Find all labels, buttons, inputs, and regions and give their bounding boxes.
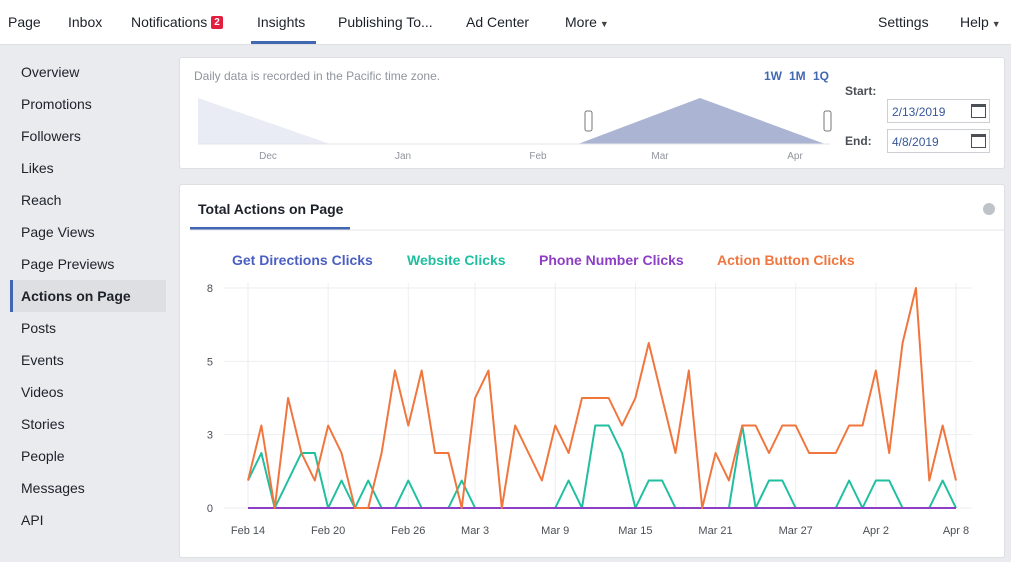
sidebar-item[interactable]: Followers — [21, 128, 81, 144]
x-tick-label: Apr 2 — [863, 525, 889, 537]
x-tick-label: Mar 3 — [461, 525, 489, 537]
date-text: 2/13/2019 — [892, 105, 946, 119]
y-tick-label: 8 — [207, 283, 213, 295]
date-text: 4/8/2019 — [892, 135, 939, 149]
y-tick-label: 5 — [207, 356, 213, 368]
sidebar-item[interactable]: People — [21, 448, 65, 464]
timeline: Dec Jan Feb Mar Apr — [198, 98, 832, 162]
sidebar-item[interactable]: Actions on Page — [21, 288, 131, 304]
range-button[interactable]: 1Q — [813, 69, 830, 83]
sidebar-item[interactable]: Reach — [21, 192, 62, 208]
month-label: Jan — [395, 151, 411, 162]
start-label: Start: — [845, 84, 877, 98]
x-tick-label: Feb 14 — [231, 525, 265, 537]
range-button[interactable]: 1M — [789, 69, 806, 83]
badge: 2 — [211, 16, 223, 29]
nav-label: Notifications — [131, 14, 208, 30]
end-label: End: — [845, 134, 872, 148]
nav-item[interactable]: Settings — [878, 14, 929, 30]
sidebar-item[interactable]: Overview — [21, 64, 80, 80]
start-date[interactable]: 2/13/2019 — [887, 99, 990, 123]
info-icon[interactable] — [983, 203, 995, 215]
nav-item[interactable]: Ad Center — [466, 14, 530, 30]
nav-item[interactable]: Insights — [257, 14, 306, 30]
series-line — [247, 287, 957, 509]
sidebar-item[interactable]: Messages — [21, 480, 85, 496]
nav-item[interactable]: Inbox — [68, 14, 103, 30]
month-label: Mar — [651, 151, 669, 162]
calendar-icon — [971, 104, 986, 118]
tab-underline — [190, 227, 350, 230]
x-tick-label: Mar 9 — [541, 525, 569, 537]
chart: Total Actions on Page Get Directions Cli… — [190, 201, 1004, 537]
sidebar-item[interactable]: Videos — [21, 384, 64, 400]
top-nav: Page Inbox Notifications 2 Insights Publi… — [0, 0, 1011, 45]
timeline-area — [198, 98, 330, 144]
range-button[interactable]: 1W — [764, 69, 782, 83]
nav-item[interactable]: Help ▼ — [960, 14, 1001, 30]
nav-label: More — [565, 14, 597, 30]
sidebar-item[interactable]: Promotions — [21, 96, 92, 112]
x-tick-label: Feb 20 — [311, 525, 345, 537]
sidebar-item[interactable]: Page Previews — [21, 256, 115, 272]
sidebar-item[interactable]: Stories — [21, 416, 65, 432]
note: Daily data is recorded in the Pacific ti… — [194, 69, 441, 83]
x-tick-label: Mar 27 — [779, 525, 813, 537]
sidebar-item[interactable]: Events — [21, 352, 64, 368]
sidebar-item[interactable]: Posts — [21, 320, 57, 336]
handle[interactable] — [823, 110, 832, 132]
handle[interactable] — [584, 110, 593, 132]
y-tick-label: 3 — [207, 430, 213, 442]
nav-item[interactable]: More ▼ — [565, 14, 609, 30]
selected-highlight — [10, 280, 166, 312]
month-label: Apr — [787, 151, 803, 162]
timeline-selection — [578, 98, 825, 144]
x-tick-label: Feb 26 — [391, 525, 425, 537]
selected-underline — [251, 41, 316, 44]
x-tick-label: Apr 8 — [943, 525, 969, 537]
x-tick-label: Mar 21 — [698, 525, 732, 537]
nav-item[interactable]: Notifications 2 — [131, 14, 223, 30]
month-label: Feb — [529, 151, 547, 162]
nav-label: Help — [960, 14, 989, 30]
nav-item[interactable]: Publishing To... — [338, 14, 433, 30]
legend-entry[interactable]: Website Clicks — [407, 252, 506, 268]
caret: ▼ — [599, 19, 609, 29]
legend-entry[interactable]: Get Directions Clicks — [232, 252, 373, 268]
month-label: Dec — [259, 151, 277, 162]
sidebar-item[interactable]: API — [21, 512, 44, 528]
date-range-panel: Daily data is recorded in the Pacific ti… — [179, 57, 1005, 169]
nav-item[interactable]: Page — [8, 14, 41, 30]
y-tick-label: 0 — [207, 503, 213, 515]
calendar-icon — [971, 134, 986, 148]
sidebar-item[interactable]: Likes — [21, 160, 54, 176]
x-tick-label: Mar 15 — [618, 525, 652, 537]
tab[interactable]: Total Actions on Page — [198, 201, 344, 217]
chart-panel: Total Actions on Page Get Directions Cli… — [179, 184, 1005, 558]
series-line — [247, 424, 957, 509]
sidebar-item[interactable]: Page Views — [21, 224, 95, 240]
legend-entry[interactable]: Action Button Clicks — [717, 252, 855, 268]
caret: ▼ — [991, 19, 1001, 29]
end-date[interactable]: 4/8/2019 — [887, 129, 990, 153]
legend-entry[interactable]: Phone Number Clicks — [539, 252, 684, 268]
